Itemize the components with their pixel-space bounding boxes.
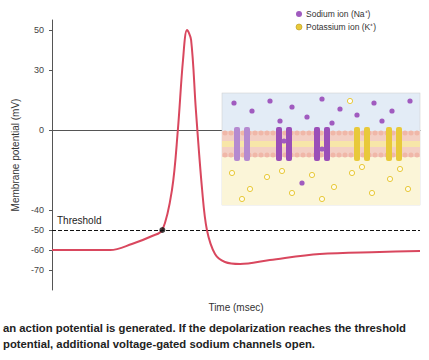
svg-text:50: 50: [34, 25, 44, 35]
svg-text:-70: -70: [31, 265, 44, 275]
svg-text:-40: -40: [31, 205, 44, 215]
svg-text:Membrane potential (mV): Membrane potential (mV): [10, 99, 21, 212]
svg-text:-50: -50: [31, 225, 44, 235]
svg-text:Potassium ion (K⁺): Potassium ion (K⁺): [306, 22, 376, 32]
html-text:an action potential is generat: an action potential is generated. If the…: [3, 322, 406, 350]
svg-text:Threshold: Threshold: [57, 215, 101, 226]
svg-text:Time (msec): Time (msec): [208, 302, 263, 313]
svg-text:30: 30: [34, 65, 44, 75]
svg-text:0: 0: [39, 125, 44, 135]
svg-text:-60: -60: [31, 245, 44, 255]
svg-text:Sodium ion (Na⁺): Sodium ion (Na⁺): [306, 9, 371, 19]
